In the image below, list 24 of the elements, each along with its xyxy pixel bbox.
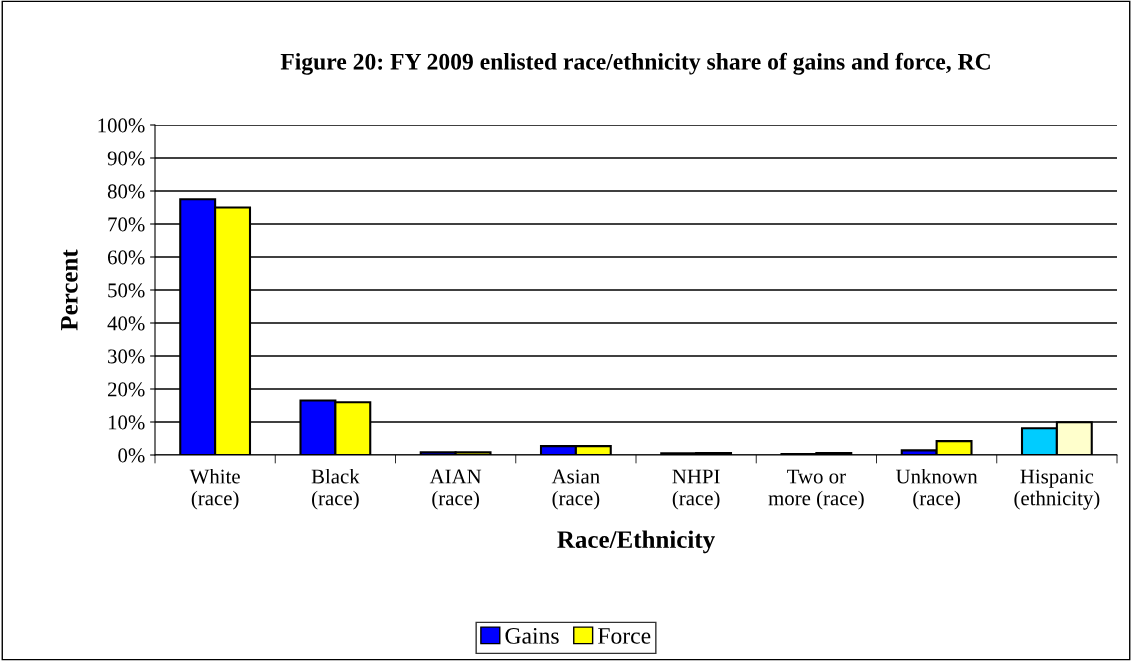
y-tick-label: 60%	[107, 250, 145, 265]
legend-label: Gains	[505, 627, 559, 644]
x-tick-label: Asian (race)	[551, 469, 600, 510]
x-tick-label: Unknown (race)	[895, 468, 978, 510]
x-tick-label: Hispanic (ethnicity)	[1014, 469, 1100, 510]
chart-title: Figure 20: FY 2009 enlisted race/ethnicity share of gains and force, RC	[280, 52, 990, 75]
y-tick-label: 10%	[108, 415, 145, 430]
y-tick-label: 100%	[98, 118, 145, 133]
y-axis-title: Percent	[61, 249, 78, 331]
x-axis-title: Race/Ethnicity	[557, 530, 715, 554]
x-tick-label: White (race)	[189, 468, 240, 510]
x-tick-label: NHPI (race)	[672, 469, 720, 510]
y-tick-label: 70%	[108, 217, 145, 232]
x-tick-label: AIAN (race)	[429, 469, 482, 510]
x-tick-label: Black (race)	[311, 468, 360, 510]
y-tick-label: 90%	[107, 151, 145, 166]
y-tick-label: 30%	[108, 349, 145, 364]
y-tick-label: 20%	[108, 382, 145, 397]
y-tick-label: 80%	[107, 184, 145, 199]
y-tick-label: 0%	[118, 448, 145, 463]
y-tick-label: 40%	[107, 316, 145, 331]
legend-label: Force	[598, 628, 651, 644]
y-tick-label: 50%	[108, 283, 145, 298]
x-tick-label: Two or more (race)	[768, 469, 864, 510]
